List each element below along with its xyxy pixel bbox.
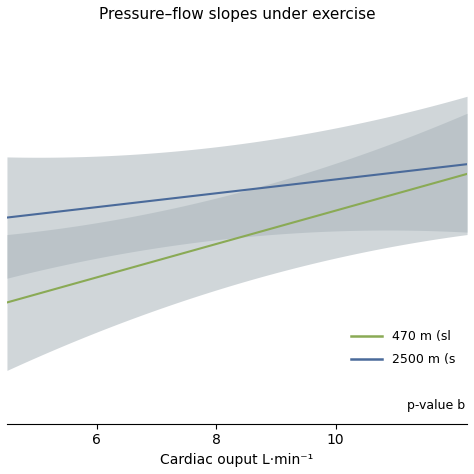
X-axis label: Cardiac ouput L·min⁻¹: Cardiac ouput L·min⁻¹ [160,453,314,467]
Text: p-value b: p-value b [407,399,465,412]
Title: Pressure–flow slopes under exercise: Pressure–flow slopes under exercise [99,7,375,22]
Legend: 470 m (sl, 2500 m (s: 470 m (sl, 2500 m (s [346,325,461,371]
